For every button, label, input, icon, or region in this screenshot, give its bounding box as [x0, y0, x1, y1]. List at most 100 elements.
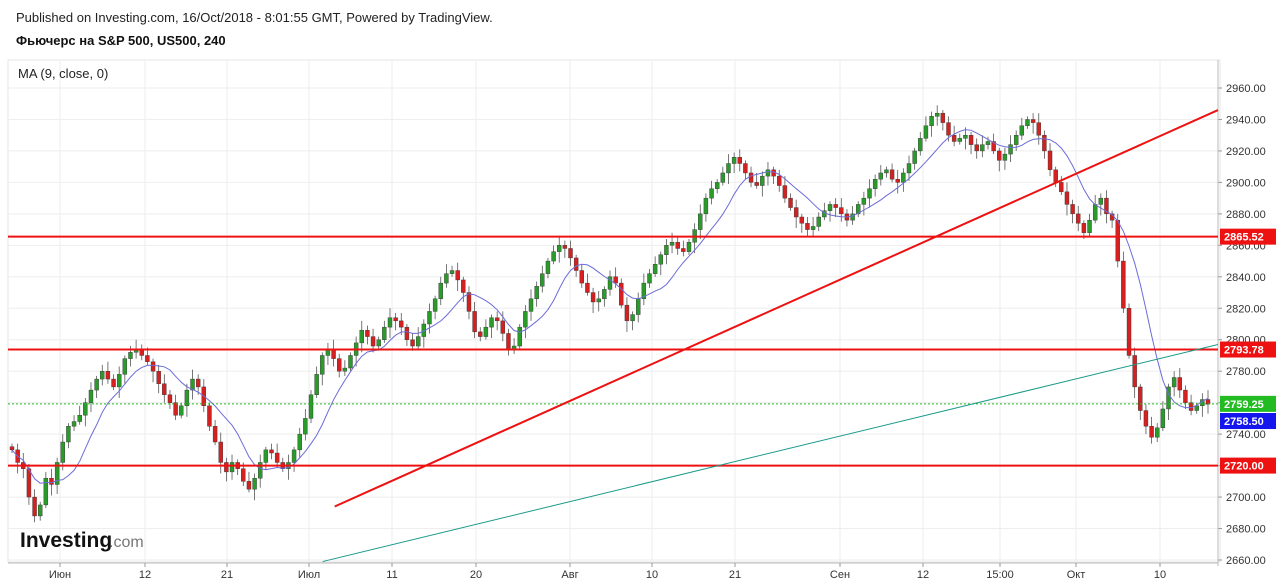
candle-body: [1155, 427, 1160, 438]
candle-body: [664, 245, 669, 255]
x-axis: Июн 12 21 Июл 11 20 Авг 10 21 Сен 12 15:00 Окт 10: [8, 562, 1218, 581]
candle-body: [1053, 169, 1058, 183]
candle-body: [788, 197, 793, 208]
candle-body: [1030, 119, 1036, 123]
candle-body: [269, 449, 274, 454]
candle-body: [258, 462, 263, 479]
candle-body: [1064, 191, 1070, 205]
x-tick-label: Авг: [561, 569, 578, 581]
candle-body: [387, 317, 393, 328]
last-price-label: 2759.25: [1224, 399, 1264, 411]
candle-body: [980, 144, 985, 152]
x-tick-label: 21: [221, 569, 233, 581]
candle-body: [675, 241, 680, 249]
candle-body: [1013, 134, 1019, 145]
candle-body: [162, 383, 167, 395]
y-tick-label: 2700.00: [1226, 492, 1266, 504]
y-tick-label: 2820.00: [1226, 303, 1266, 315]
candle-body: [43, 477, 49, 506]
y-tick-label: 2680.00: [1226, 524, 1266, 536]
candle-body: [517, 326, 522, 347]
candle-body: [703, 197, 709, 215]
channel-trendline: [322, 343, 1219, 563]
x-tick-label: 21: [729, 569, 741, 581]
candle-body: [461, 279, 466, 293]
candle-body: [596, 298, 601, 303]
candle-body: [500, 320, 506, 334]
y-tick-label: 2940.00: [1226, 114, 1266, 126]
candle-body: [782, 185, 788, 199]
candle-body: [861, 197, 867, 205]
candle-body: [455, 270, 460, 281]
candle-body: [850, 213, 855, 221]
logo-text: Investing: [20, 529, 112, 552]
candle-body: [444, 273, 449, 284]
x-tick-label: Июл: [298, 569, 320, 581]
candle-body: [1070, 204, 1075, 215]
last-price-tag: [1220, 395, 1276, 412]
x-tick-label: 10: [1154, 569, 1166, 581]
level-price-label: 2720.00: [1224, 461, 1264, 473]
candle-body: [669, 241, 675, 246]
candle-body: [579, 270, 584, 284]
drawn-lines: [8, 109, 1219, 563]
candle-body: [833, 204, 838, 208]
candle-body: [901, 172, 906, 183]
candle-body: [827, 204, 833, 211]
candle-body: [1047, 150, 1053, 171]
candle-body: [94, 378, 99, 391]
candle-body: [438, 282, 443, 300]
candle-body: [951, 134, 957, 142]
candle-body: [1019, 125, 1025, 136]
candle-body: [686, 241, 692, 252]
candle-body: [1149, 426, 1154, 438]
candle-body: [968, 134, 974, 145]
uptrend-trendline: [334, 109, 1219, 508]
candle-body: [246, 481, 252, 490]
candle-body: [331, 348, 336, 359]
candle-body: [878, 172, 883, 180]
candle-body: [179, 405, 184, 416]
candle-body: [370, 336, 376, 347]
candle-body: [83, 402, 88, 416]
candle-body: [540, 273, 545, 287]
candle-body: [963, 134, 968, 139]
candle-body: [506, 333, 511, 350]
candle-body: [472, 311, 477, 333]
level-price-tag: [1220, 457, 1276, 474]
candle-body: [974, 144, 979, 152]
candle-body: [297, 433, 302, 451]
candle-body: [613, 276, 618, 284]
x-tick-label: 12: [139, 569, 151, 581]
candle-body: [872, 179, 878, 189]
y-tick-label: 2920.00: [1226, 146, 1266, 158]
candle-body: [122, 358, 128, 375]
candle-body: [71, 421, 77, 427]
candle-body: [399, 320, 404, 328]
candle-body: [698, 213, 703, 230]
candle-body: [116, 374, 122, 388]
candle-body: [100, 371, 105, 380]
level-price-tag: [1220, 228, 1276, 245]
candle-body: [777, 175, 782, 186]
candle-body: [1042, 134, 1047, 152]
y-tick-label: 2840.00: [1226, 272, 1266, 284]
candle-body: [810, 226, 816, 230]
candle-body: [1177, 377, 1182, 391]
candle-body: [77, 415, 82, 422]
candle-body: [624, 304, 630, 322]
candle-body: [348, 355, 353, 369]
candle-body: [636, 298, 641, 315]
candle-body: [9, 446, 15, 451]
candle-body: [765, 169, 771, 177]
candles: [9, 105, 1211, 523]
candle-body: [224, 462, 229, 473]
candle-body: [263, 449, 269, 463]
current-price-label: 2758.50: [1224, 416, 1264, 428]
candle-body: [483, 326, 489, 337]
candle-body: [66, 426, 71, 443]
candle-body: [523, 311, 528, 328]
candle-body: [985, 141, 991, 145]
candle-body: [212, 426, 218, 443]
